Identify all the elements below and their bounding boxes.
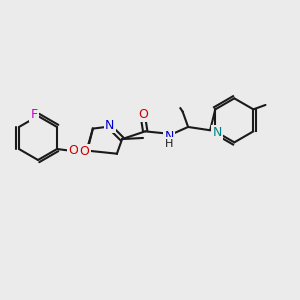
Text: F: F: [30, 107, 38, 121]
Text: N: N: [213, 126, 222, 139]
Text: O: O: [80, 145, 89, 158]
Text: N: N: [105, 119, 114, 132]
Text: H: H: [165, 139, 173, 148]
Text: N: N: [164, 130, 174, 143]
Text: O: O: [68, 145, 78, 158]
Text: O: O: [138, 108, 148, 121]
